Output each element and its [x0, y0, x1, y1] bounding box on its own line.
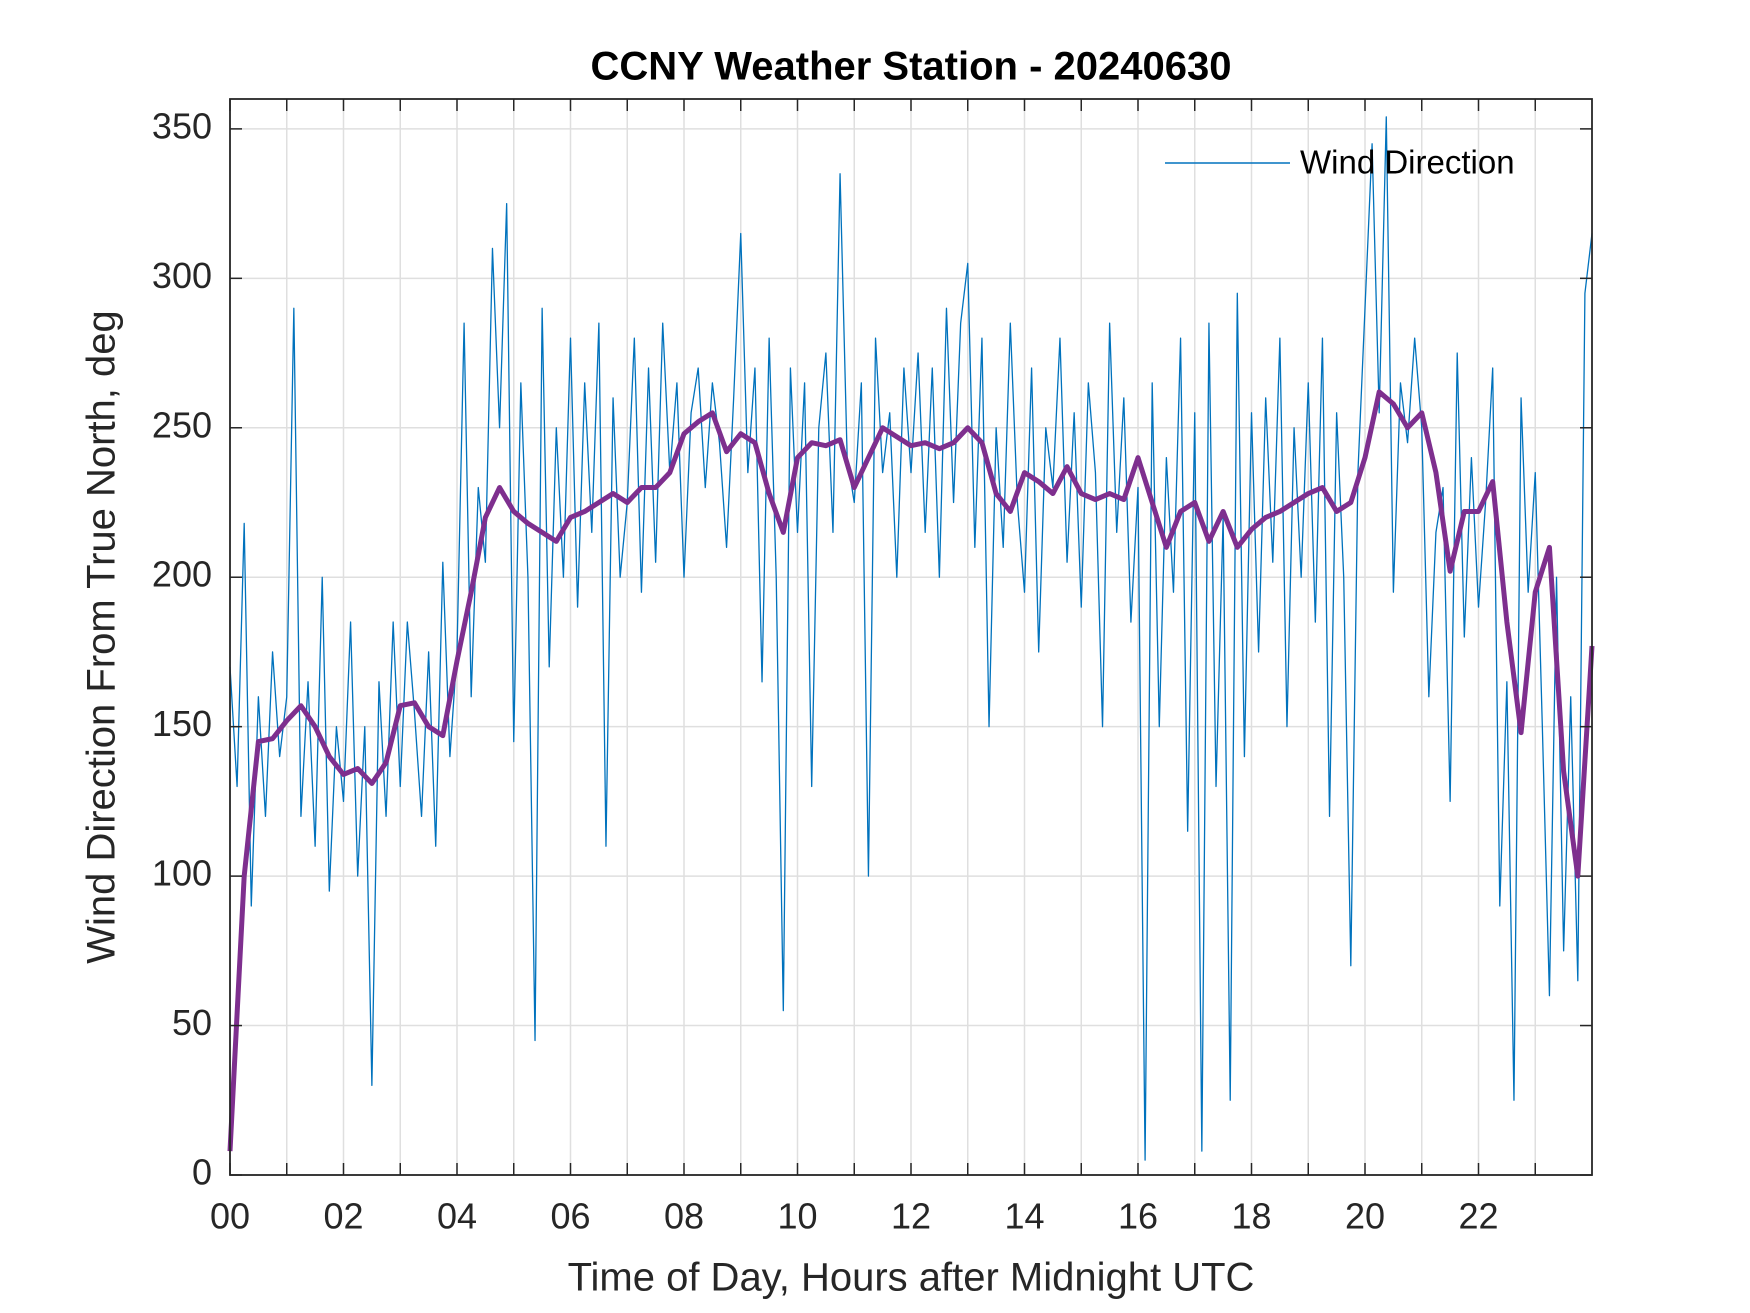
x-tick-label: 16 [1118, 1196, 1158, 1237]
x-tick-label: 12 [891, 1196, 931, 1237]
legend: Wind Direction [1165, 144, 1515, 181]
y-tick-label: 50 [172, 1002, 212, 1043]
x-axis-label: Time of Day, Hours after Midnight UTC [568, 1256, 1255, 1300]
data-line [227, 389, 1595, 1152]
x-tick-label: 14 [1004, 1196, 1044, 1237]
x-tick-label: 08 [664, 1196, 704, 1237]
x-tick-label: 04 [437, 1196, 477, 1237]
y-tick-label: 200 [152, 554, 212, 595]
x-tick-label: 02 [323, 1196, 363, 1237]
x-tick-label: 00 [210, 1196, 250, 1237]
y-tick-label: 300 [152, 255, 212, 296]
x-tick-label: 18 [1231, 1196, 1271, 1237]
y-tick-label: 250 [152, 404, 212, 445]
x-tick-label: 10 [777, 1196, 817, 1237]
plot-frame [229, 98, 1593, 1176]
grid [229, 99, 1592, 1176]
y-tick-label: 100 [152, 853, 212, 894]
plot-area [227, 116, 1595, 1161]
y-tick-label: 0 [192, 1152, 212, 1193]
y-axis-label: Wind Direction From True North, deg [80, 310, 124, 964]
y-tick-label: 350 [152, 105, 212, 146]
chart-title: CCNY Weather Station - 20240630 [591, 45, 1232, 89]
x-tick-label: 20 [1345, 1196, 1385, 1237]
legend-label: Wind Direction [1300, 144, 1515, 181]
y-tick-label: 150 [152, 703, 212, 744]
axes: 0 50 100 150 200 250 300 350 00 02 04 06 08 10 12 14 16 1… [152, 98, 1593, 1237]
x-tick-label: 22 [1458, 1196, 1498, 1237]
x-tick-label: 06 [550, 1196, 590, 1237]
